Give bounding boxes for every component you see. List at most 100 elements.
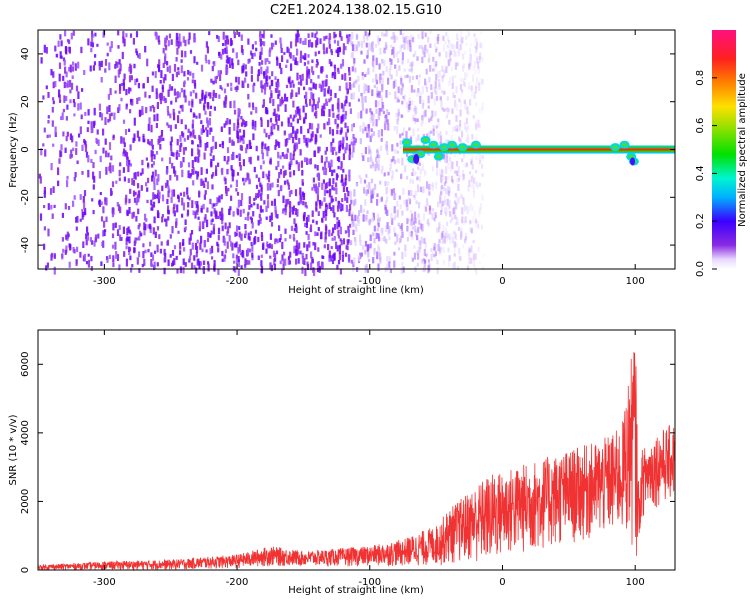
- spectrogram-cell: [194, 201, 197, 205]
- spectrogram-cell: [438, 52, 441, 57]
- spectrogram-cell: [134, 78, 137, 86]
- spectrogram-cell: [54, 81, 57, 88]
- spectrogram-cell: [222, 43, 225, 46]
- spectrogram-cell: [365, 42, 368, 48]
- spectrogram-cell: [69, 64, 72, 73]
- spectrogram-cell: [106, 42, 109, 46]
- spectrogram-cell: [90, 255, 93, 262]
- spectrogram-cell: [474, 123, 477, 128]
- spectrogram-cell: [370, 128, 373, 132]
- spectrogram-cell: [311, 107, 314, 113]
- spectrogram-cell: [226, 83, 229, 87]
- spectrogram-cell: [212, 97, 215, 102]
- spectrogram-cell: [78, 133, 81, 138]
- colorbar-tick-label: 0.0: [695, 261, 706, 277]
- spectrogram-cell: [292, 151, 296, 156]
- spectrogram-cell: [405, 101, 408, 109]
- spectrogram-cell: [464, 216, 467, 224]
- spectrogram-cell: [197, 156, 200, 163]
- spectrogram-cell: [304, 268, 307, 276]
- spectrogram-cell: [301, 256, 305, 264]
- spectrogram-cell: [297, 81, 300, 85]
- spectrogram-cell: [413, 195, 416, 200]
- spectrogram-cell: [147, 123, 150, 131]
- spectrogram-cell: [479, 52, 482, 60]
- spectrogram-cell: [421, 117, 425, 124]
- spectrogram-cell: [446, 230, 449, 237]
- spectrogram-cell: [314, 83, 317, 90]
- spectrogram-cell: [357, 218, 361, 224]
- spectrogram-cell: [68, 39, 71, 45]
- spectrogram-cell: [465, 35, 468, 40]
- spectrogram-cell: [371, 161, 374, 167]
- spectrogram-cell: [463, 173, 466, 179]
- spectrogram-cell: [68, 261, 71, 268]
- spectrogram-cell: [458, 136, 461, 142]
- spectrogram-cell: [310, 251, 313, 259]
- spectrogram-cell: [336, 217, 339, 221]
- spectrogram-cell: [421, 186, 424, 193]
- spectrogram-cell: [244, 230, 247, 236]
- spectrogram-cell: [118, 59, 121, 65]
- spectrogram-cell: [404, 164, 407, 173]
- spectrogram-cell: [50, 69, 53, 76]
- spectrogram-cell: [375, 232, 378, 239]
- spectrogram-cell: [441, 107, 444, 111]
- spectrogram-cell: [389, 167, 392, 172]
- spectrogram-cell: [153, 261, 156, 269]
- spectrogram-cell: [309, 99, 312, 106]
- spectrogram-cell: [458, 253, 461, 259]
- spectrogram-cell: [346, 34, 349, 39]
- spectrogram-cell: [282, 170, 286, 178]
- spectrogram-cell: [442, 247, 445, 253]
- spectrogram-cell: [213, 106, 216, 111]
- spectrogram-cell: [254, 120, 257, 128]
- spectrogram-cell: [372, 232, 375, 237]
- spectrogram-cell: [325, 208, 328, 216]
- spectrogram-cell: [336, 205, 340, 212]
- spectrogram-cell: [203, 103, 206, 108]
- spectrogram-cell: [215, 165, 218, 171]
- spectrogram-cell: [342, 136, 345, 144]
- spectrogram-cell: [414, 190, 417, 197]
- spectrogram-cell: [433, 61, 436, 68]
- spectrogram-cell: [38, 173, 41, 179]
- spectrogram-cell: [413, 117, 416, 122]
- spectrogram-cell: [445, 139, 448, 146]
- spectrogram-cell: [46, 262, 49, 268]
- carrier-blob-dark: [630, 157, 636, 166]
- spectrogram-cell: [255, 145, 258, 152]
- spectrogram-cell: [379, 180, 382, 185]
- spectrogram-cell: [111, 181, 115, 188]
- spectrogram-cell: [161, 216, 164, 223]
- spectrogram-cell: [215, 211, 218, 217]
- spectrogram-cell: [402, 33, 405, 41]
- spectrogram-cell: [304, 112, 307, 120]
- spectrogram-cell: [257, 69, 260, 77]
- spectrogram-cell: [455, 86, 458, 94]
- spectrogram-cell: [453, 126, 456, 132]
- spectrogram-cell: [153, 154, 156, 160]
- spectrogram-cell: [306, 263, 310, 270]
- spectrogram-cell: [341, 59, 345, 67]
- spectrogram-cell: [276, 238, 279, 244]
- spectrogram-cell: [417, 252, 420, 260]
- spectrogram-cell: [359, 138, 362, 145]
- spectrogram-cell: [236, 209, 240, 216]
- spectrogram-cell: [317, 75, 320, 79]
- spectrogram-cell: [190, 262, 194, 269]
- spectrogram-cell: [408, 103, 411, 110]
- spectrogram-cell: [60, 55, 63, 59]
- spectrogram-cell: [298, 137, 301, 145]
- spectrogram-cell: [352, 229, 355, 235]
- spectrogram-cell: [164, 218, 167, 222]
- spectrogram-cell: [445, 66, 448, 73]
- spectrogram-cell: [264, 143, 267, 150]
- spectrogram-cell: [409, 210, 413, 214]
- spectrogram-cell: [284, 93, 287, 102]
- spectrogram-cell: [227, 226, 230, 234]
- spectrogram-cell: [367, 67, 370, 75]
- spectrogram-cell: [303, 258, 306, 265]
- spectrogram-cell: [238, 226, 241, 230]
- spectrogram-cell: [130, 75, 133, 81]
